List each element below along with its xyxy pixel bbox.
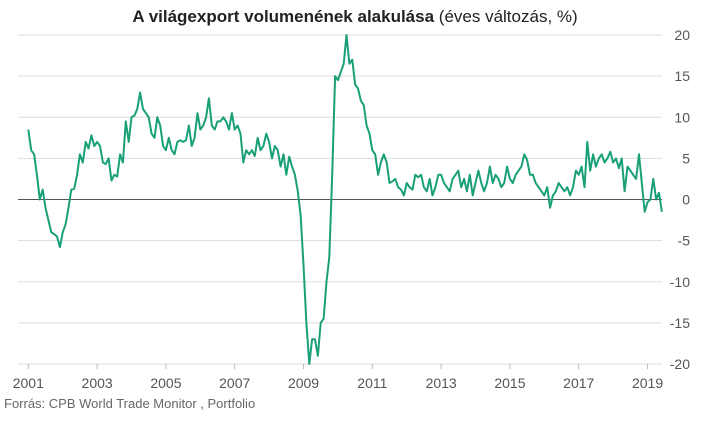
x-tick-label: 2009 bbox=[288, 375, 319, 391]
y-tick-label: -15 bbox=[670, 315, 690, 331]
x-tick-label: 2017 bbox=[563, 375, 594, 391]
subtitle: (éves változás, %) bbox=[439, 7, 578, 26]
title: A világexport volumenének alakulása bbox=[132, 7, 434, 26]
x-tick-label: 2019 bbox=[632, 375, 663, 391]
chart-title: A világexport volumenének alakulása (éve… bbox=[132, 7, 577, 26]
y-tick-label: 20 bbox=[674, 27, 690, 43]
source: Forrás: CPB World Trade Monitor , Portfo… bbox=[4, 396, 255, 411]
x-tick-label: 2015 bbox=[494, 375, 525, 391]
line bbox=[27, 34, 663, 365]
x-tick-label: 2001 bbox=[13, 375, 44, 391]
y-tick-label: -10 bbox=[670, 274, 690, 290]
y-tick-label: -5 bbox=[678, 233, 691, 249]
y-tick-label: -20 bbox=[670, 356, 690, 372]
y-tick-label: 0 bbox=[682, 192, 690, 208]
x-tick-label: 2005 bbox=[150, 375, 181, 391]
y-tick-label: 10 bbox=[674, 109, 690, 125]
x-tick-label: 2011 bbox=[357, 375, 387, 391]
y-tick-label: 5 bbox=[682, 150, 690, 166]
x-tick-label: 2003 bbox=[82, 375, 113, 391]
x-tick-label: 2007 bbox=[219, 375, 250, 391]
x-tick-label: 2013 bbox=[426, 375, 457, 391]
y-tick-label: 15 bbox=[674, 68, 690, 84]
